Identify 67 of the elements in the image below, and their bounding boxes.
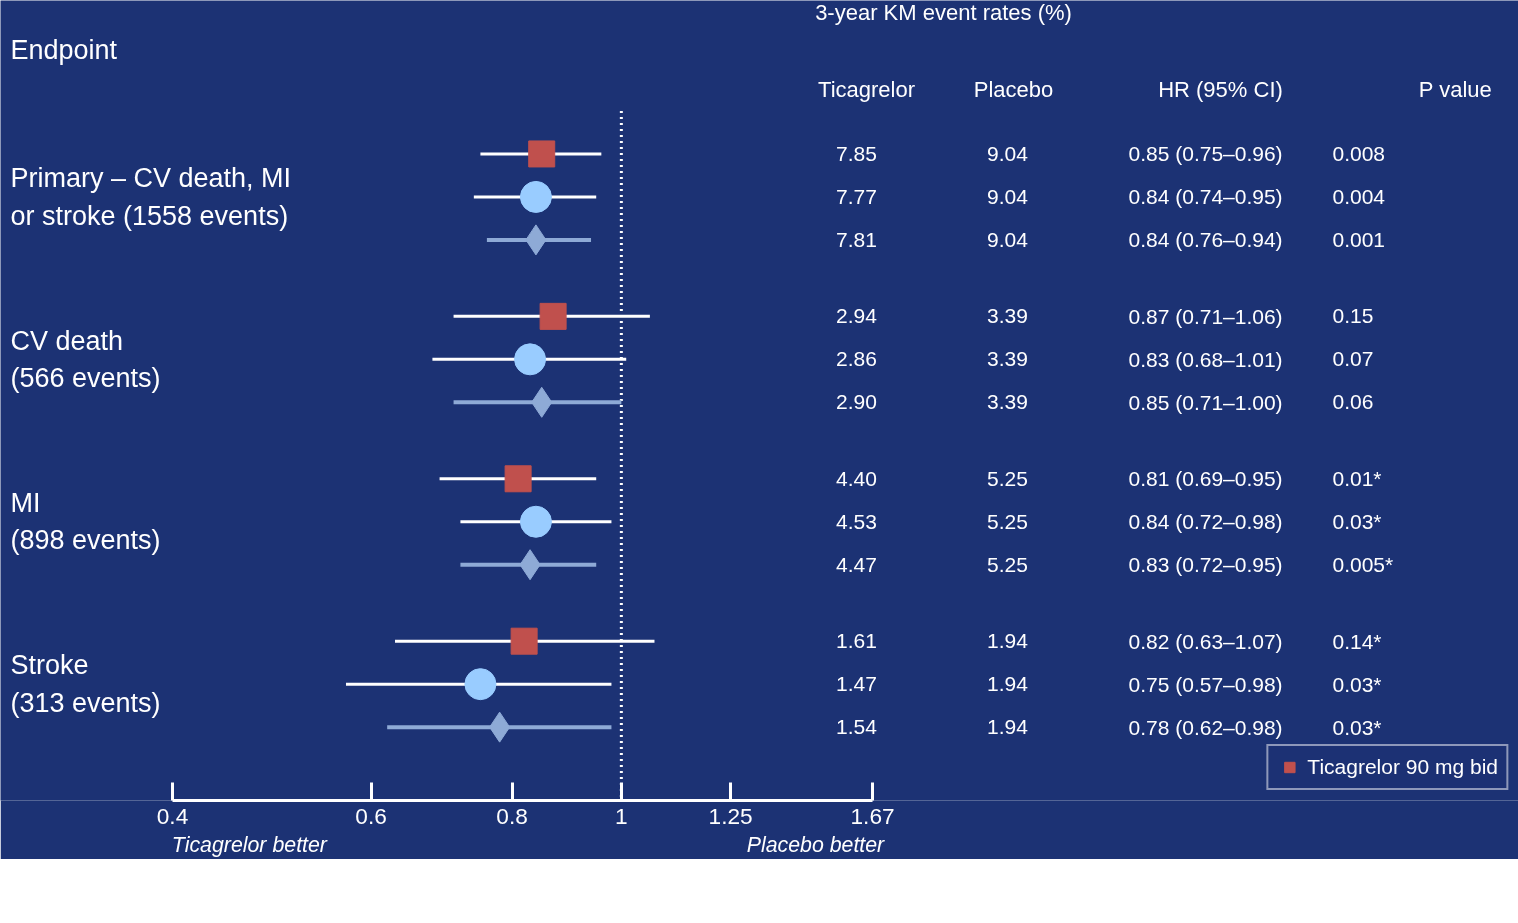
text: 0.84 (0.72–0.98) bbox=[1128, 510, 1283, 534]
x-tick-label: 1 bbox=[615, 802, 628, 829]
text: 0.78 (0.62–0.98) bbox=[1128, 715, 1283, 739]
text: 0.14* bbox=[1332, 629, 1382, 653]
text: 0.03* bbox=[1332, 510, 1382, 534]
x-tick-label: 0.4 bbox=[156, 802, 189, 829]
text: 1.94 bbox=[987, 672, 1029, 696]
annotation: 1.47 bbox=[836, 672, 877, 696]
x-tick-label: 0.6 bbox=[355, 802, 387, 829]
text: 0.07 bbox=[1332, 347, 1374, 371]
text: 3.39 bbox=[987, 304, 1028, 328]
text: 0.06 bbox=[1332, 390, 1374, 414]
text: 9.04 bbox=[987, 184, 1029, 208]
text: 3.39 bbox=[987, 390, 1028, 414]
annotation: 1.61 bbox=[836, 629, 877, 653]
text: 0.85 (0.75–0.96) bbox=[1128, 142, 1283, 166]
annotation: 2.86 bbox=[836, 347, 877, 371]
annotation: 2.90 bbox=[836, 390, 877, 414]
text: 0.15 bbox=[1332, 304, 1374, 328]
text: 9.04 bbox=[987, 141, 1029, 165]
text: Ticagrelor better bbox=[171, 832, 328, 857]
text: Ticagrelor bbox=[818, 77, 915, 102]
text: 0.82 (0.63–1.07) bbox=[1128, 629, 1283, 653]
annotation: 4.53 bbox=[836, 509, 877, 533]
text: 0.84 (0.74–0.95) bbox=[1128, 185, 1283, 209]
annotation: 7.77 bbox=[836, 184, 877, 208]
text: 3.39 bbox=[987, 347, 1028, 371]
text: 3-year KM event rates (%) bbox=[815, 0, 1072, 26]
text: 0.85 (0.71–1.00) bbox=[1128, 390, 1283, 414]
text: 5.25 bbox=[987, 509, 1028, 533]
legend-label: Ticagrelor 90 mg bid bbox=[1307, 755, 1498, 779]
annotation: 7.81 bbox=[836, 227, 877, 251]
annotation: 4.47 bbox=[836, 552, 877, 576]
y-axis-title: Endpoint bbox=[10, 34, 118, 65]
annotation: 2.94 bbox=[836, 304, 878, 328]
annotation: 4.40 bbox=[836, 466, 877, 490]
y-tick-label: Primary – CV death, MI or stroke (1558 events) bbox=[10, 163, 292, 231]
text: 0.81 (0.69–0.95) bbox=[1128, 467, 1283, 491]
y-tick-label: Stroke (313 events) bbox=[10, 650, 161, 718]
text: 0.75 (0.57–0.98) bbox=[1128, 672, 1283, 696]
text: 0.83 (0.72–0.95) bbox=[1128, 553, 1283, 577]
text: 0.83 (0.68–1.01) bbox=[1128, 347, 1283, 371]
annotation: 7.85 bbox=[836, 141, 877, 165]
text: 0.005* bbox=[1332, 553, 1394, 577]
x-tick-label: 1.25 bbox=[708, 802, 753, 829]
text: P value bbox=[1418, 77, 1492, 102]
text: 0.004 bbox=[1332, 184, 1386, 208]
text: 0.84 (0.76–0.94) bbox=[1128, 228, 1283, 252]
x-tick-label: 0.8 bbox=[496, 802, 528, 829]
text: 9.04 bbox=[987, 227, 1029, 251]
y-tick-label: CV death (566 events) bbox=[10, 325, 161, 394]
x-tick-label: 1.67 bbox=[850, 802, 895, 829]
text: 5.25 bbox=[987, 552, 1028, 576]
text: Placebo better bbox=[746, 832, 886, 857]
text: 0.001 bbox=[1332, 227, 1386, 251]
text: HR (95% CI) bbox=[1158, 77, 1283, 102]
y-tick-label: MI (898 events) bbox=[10, 488, 161, 556]
text: 5.25 bbox=[987, 466, 1028, 490]
text: 0.008 bbox=[1332, 141, 1386, 165]
annotation: 1.54 bbox=[836, 715, 878, 739]
text: 1.94 bbox=[987, 629, 1029, 653]
text: 0.03* bbox=[1332, 672, 1382, 696]
text: 0.01* bbox=[1332, 467, 1382, 491]
text: 1.94 bbox=[987, 715, 1029, 739]
text: Placebo bbox=[973, 77, 1054, 102]
text: 0.03* bbox=[1332, 715, 1382, 739]
text: 0.87 (0.71–1.06) bbox=[1128, 304, 1283, 328]
